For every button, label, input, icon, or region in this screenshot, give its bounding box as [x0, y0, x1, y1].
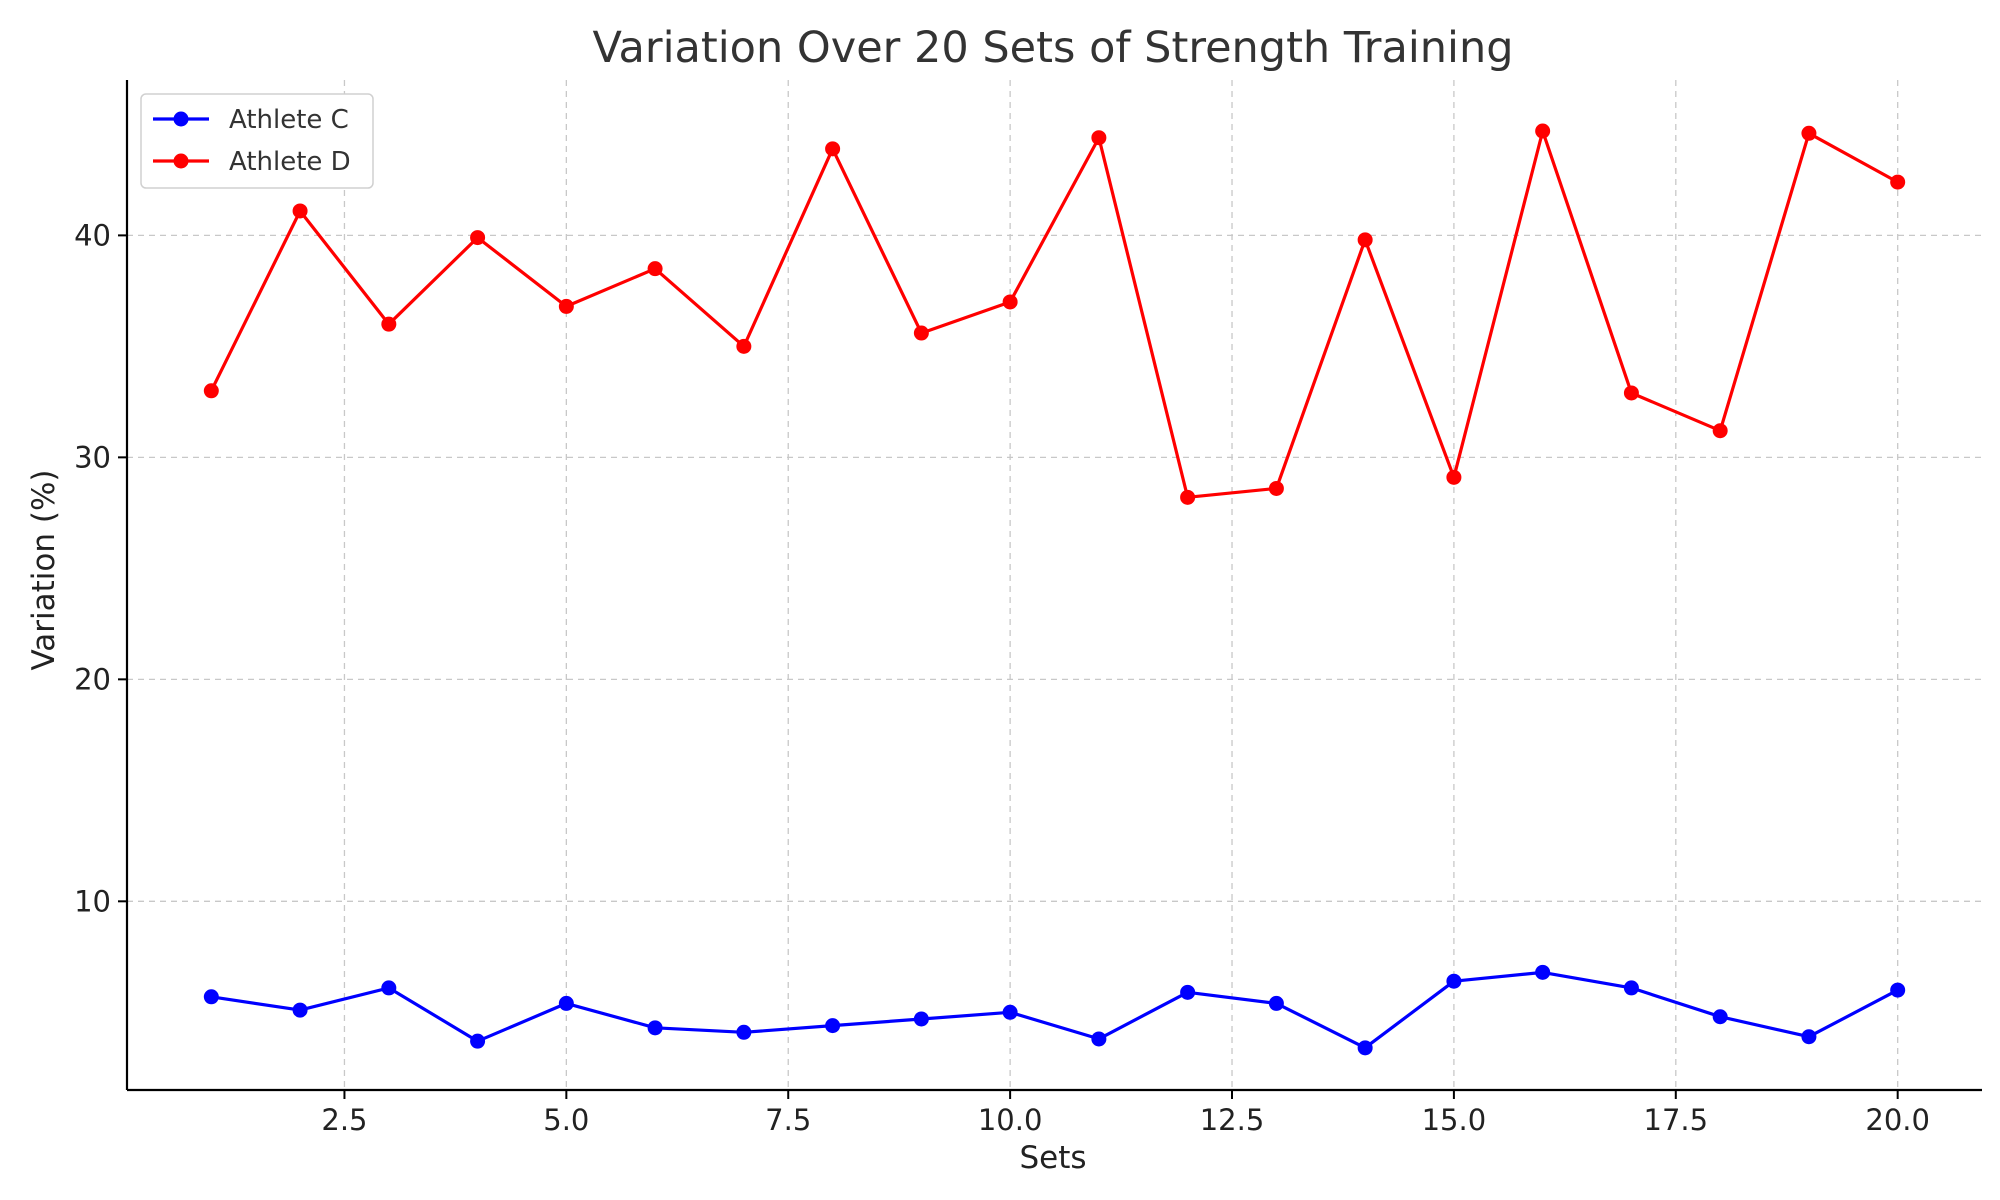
series-line-athlete-d — [209, 129, 1899, 499]
data-point-athlete-c — [1712, 1009, 1728, 1025]
data-point-athlete-d — [1268, 480, 1284, 496]
data-point-athlete-d — [736, 338, 752, 354]
y-tick-label: 20 — [74, 662, 111, 696]
data-point-athlete-c — [1446, 973, 1462, 989]
data-point-athlete-d — [1446, 469, 1462, 485]
data-point-athlete-d — [381, 316, 397, 332]
x-tick-label: 7.5 — [765, 1103, 811, 1137]
x-tick-label: 17.5 — [1644, 1103, 1709, 1137]
data-point-athlete-d — [558, 298, 574, 314]
legend-label-athlete-c: Athlete C — [229, 105, 349, 135]
legend-marker-athlete-c — [173, 111, 189, 127]
data-point-athlete-c — [470, 1033, 486, 1049]
y-axis-label: Variation (%) — [26, 469, 62, 670]
data-point-athlete-c — [558, 995, 574, 1011]
data-point-athlete-c — [825, 1018, 841, 1034]
data-point-athlete-c — [1890, 982, 1906, 998]
y-tick-label: 30 — [74, 440, 111, 474]
data-point-athlete-c — [1002, 1004, 1018, 1020]
data-point-athlete-c — [736, 1024, 752, 1040]
data-point-athlete-c — [1268, 995, 1284, 1011]
series-athlete-c — [203, 964, 1906, 1056]
data-point-athlete-c — [913, 1011, 929, 1027]
data-point-athlete-c — [1357, 1040, 1373, 1056]
data-point-athlete-d — [647, 261, 663, 277]
y-tick-label: 40 — [74, 218, 111, 252]
data-point-athlete-d — [1712, 423, 1728, 439]
axes — [118, 80, 1982, 1099]
x-tick-label: 2.5 — [321, 1103, 367, 1137]
data-point-athlete-d — [1890, 174, 1906, 190]
tick-labels: 2.5 5.0 7.5 10.0 12.5 15.0 17.5 20.0 10 20 30 40 — [74, 218, 1930, 1137]
data-point-athlete-c — [1180, 984, 1196, 1000]
data-point-athlete-d — [1357, 232, 1373, 248]
chart-title: Variation Over 20 Sets of Strength Train… — [592, 23, 1513, 73]
x-axis-label: Sets — [1019, 1140, 1086, 1176]
data-point-athlete-d — [1002, 294, 1018, 310]
series-athlete-d — [203, 123, 1906, 505]
data-point-athlete-d — [1801, 125, 1817, 141]
series-line-athlete-c — [211, 970, 1899, 1050]
data-point-athlete-d — [470, 230, 486, 246]
x-tick-label: 20.0 — [1865, 1103, 1930, 1137]
x-tick-label: 12.5 — [1200, 1103, 1265, 1137]
data-point-athlete-d — [1535, 123, 1551, 139]
grid — [127, 80, 1982, 1090]
data-point-athlete-d — [913, 325, 929, 341]
legend: Athlete C Athlete D — [140, 93, 374, 189]
data-point-athlete-d — [203, 383, 219, 399]
data-point-athlete-c — [292, 1002, 308, 1018]
y-tick-label: 10 — [74, 884, 111, 918]
data-point-athlete-d — [1180, 489, 1196, 505]
x-tick-label: 15.0 — [1422, 1103, 1487, 1137]
data-point-athlete-c — [647, 1020, 663, 1036]
x-tick-label: 10.0 — [978, 1103, 1043, 1137]
data-point-athlete-d — [1091, 130, 1107, 146]
series-lines — [203, 123, 1906, 1056]
legend-label-athlete-d: Athlete D — [229, 147, 351, 177]
data-point-athlete-c — [1091, 1031, 1107, 1047]
x-tick-label: 5.0 — [543, 1103, 589, 1137]
data-point-athlete-d — [825, 141, 841, 157]
data-point-athlete-c — [1535, 964, 1551, 980]
legend-marker-athlete-d — [173, 153, 189, 169]
data-point-athlete-c — [381, 980, 397, 996]
data-point-athlete-c — [203, 989, 219, 1005]
data-point-athlete-c — [1801, 1029, 1817, 1045]
data-point-athlete-d — [292, 203, 308, 219]
data-point-athlete-c — [1623, 980, 1639, 996]
data-point-athlete-d — [1623, 385, 1639, 401]
